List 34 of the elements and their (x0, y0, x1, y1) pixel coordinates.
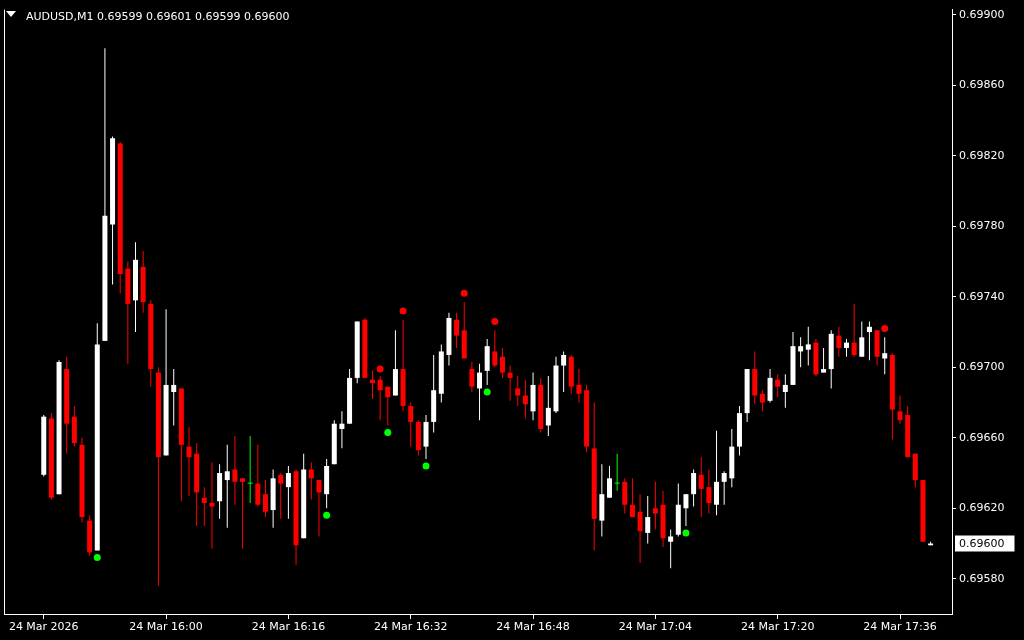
candlestick (614, 453, 620, 491)
y-tick-label: 0.69900 (959, 7, 1005, 21)
y-tick-label: 0.69860 (959, 78, 1005, 92)
point (491, 317, 499, 325)
point (881, 325, 889, 333)
y-tick-label: 0.69820 (959, 148, 1005, 162)
chart-title: AUDUSD,M1 0.69599 0.69601 0.69599 0.69600 (26, 10, 290, 24)
x-tick-label: 24 Mar 16:16 (251, 620, 326, 634)
x-tick-label: 24 Mar 16:32 (374, 620, 448, 634)
candlestick (209, 462, 215, 549)
point (460, 289, 468, 297)
point (93, 554, 101, 562)
point (376, 365, 384, 373)
x-tick-label: 24 Mar 2026 (8, 620, 79, 634)
x-tick-label: 24 Mar 16:00 (129, 620, 203, 634)
candlestick (247, 436, 253, 503)
point (399, 307, 407, 315)
y-tick-label: 0.69780 (959, 219, 1005, 233)
x-tick-label: 24 Mar 16:48 (496, 620, 570, 634)
y-tick-label: 0.69620 (959, 501, 1005, 515)
y-tick-label: 0.69740 (959, 289, 1005, 303)
point (483, 388, 491, 396)
x-tick-label: 24 Mar 17:20 (740, 620, 815, 634)
point (422, 462, 430, 470)
point (682, 529, 690, 537)
y-tick-label: 0.69580 (959, 571, 1005, 585)
point (384, 429, 392, 436)
x-tick-label: 24 Mar 17:04 (618, 620, 693, 634)
point (323, 511, 331, 519)
y-tick-label: 0.69700 (959, 360, 1005, 374)
y-tick-label: 0.69660 (959, 430, 1005, 444)
text: 0.69600 (959, 536, 1005, 550)
x-tick-label: 24 Mar 17:36 (863, 620, 937, 634)
candlestick (240, 478, 246, 549)
